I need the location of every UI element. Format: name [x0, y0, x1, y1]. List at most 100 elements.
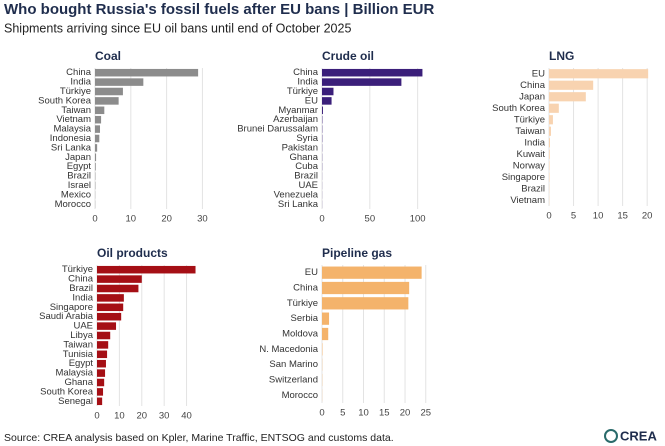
category-label: Ghana: [64, 377, 93, 388]
category-label: Serbia: [291, 313, 319, 324]
panel-title: Coal: [95, 49, 121, 63]
category-label: Brunei Darussalam: [237, 124, 318, 135]
bar: [95, 162, 96, 171]
bar: [549, 126, 551, 136]
bar: [97, 331, 111, 340]
bar: [97, 265, 196, 274]
category-label: Mexico: [61, 189, 91, 200]
category-label: Malaysia: [54, 124, 92, 135]
category-label: Taiwan: [61, 105, 91, 116]
bar: [322, 297, 409, 310]
panel-title: Oil products: [97, 246, 168, 260]
category-label: China: [293, 283, 319, 294]
category-label: Malaysia: [56, 368, 94, 379]
logo-text: CREA: [620, 428, 657, 443]
category-label: EU: [305, 95, 318, 106]
x-tick-label: 15: [379, 408, 390, 419]
category-label: Singapore: [502, 172, 545, 183]
category-label: China: [66, 67, 92, 78]
bar: [95, 144, 98, 152]
category-label: India: [524, 137, 545, 148]
x-tick-label: 10: [114, 411, 125, 422]
source-note: Source: CREA analysis based on Kpler, Ma…: [4, 432, 394, 444]
category-label: India: [72, 292, 93, 303]
category-label: Norway: [513, 160, 545, 171]
bar: [97, 369, 106, 377]
category-label: Pakistan: [282, 142, 318, 153]
bar: [97, 303, 124, 312]
category-label: Syria: [296, 133, 318, 144]
bar: [95, 106, 105, 115]
bar: [97, 294, 124, 302]
bar: [322, 266, 422, 279]
bar: [97, 378, 105, 387]
bar: [322, 97, 332, 105]
category-label: Taiwan: [515, 126, 545, 137]
logo-icon: [604, 429, 618, 443]
category-label: Switzerland: [269, 375, 318, 386]
category-label: N. Macedonia: [259, 344, 318, 355]
bar: [95, 115, 102, 124]
bar: [97, 397, 103, 406]
category-label: Taiwan: [63, 339, 93, 350]
bar: [95, 153, 97, 162]
bar: [549, 80, 594, 90]
x-tick-label: 20: [400, 408, 411, 419]
x-tick-label: 30: [159, 411, 170, 422]
category-label: Egypt: [67, 161, 92, 172]
category-label: Sri Lanka: [51, 142, 92, 153]
x-tick-label: 10: [593, 211, 604, 222]
bar: [322, 87, 334, 96]
category-label: EU: [305, 267, 318, 278]
bar: [322, 327, 329, 341]
category-label: Myanmar: [278, 105, 318, 116]
bar: [322, 68, 423, 77]
panel-title: Crude oil: [322, 49, 374, 63]
bar: [95, 97, 119, 105]
category-label: Tunisia: [63, 349, 94, 360]
category-label: Brazil: [294, 171, 318, 182]
panel-title: LNG: [549, 49, 574, 63]
x-tick-label: 5: [571, 211, 576, 222]
x-tick-label: 20: [136, 411, 147, 422]
bar: [95, 87, 123, 96]
x-tick-label: 50: [365, 214, 376, 225]
category-label: UAE: [298, 180, 318, 191]
category-label: South Korea: [492, 103, 546, 114]
bar: [97, 350, 108, 359]
category-label: India: [70, 77, 91, 88]
category-label: South Korea: [40, 386, 94, 397]
bar: [322, 106, 323, 115]
x-tick-label: 0: [92, 214, 97, 225]
bar: [549, 69, 649, 79]
x-tick-label: 5: [340, 408, 345, 419]
x-tick-label: 20: [161, 214, 172, 225]
category-label: Cuba: [295, 161, 318, 172]
x-tick-label: 100: [410, 214, 426, 225]
category-label: Brazil: [69, 283, 93, 294]
x-tick-label: 40: [181, 411, 192, 422]
category-label: Israel: [68, 180, 91, 191]
category-label: Saudi Arabia: [39, 311, 94, 322]
category-label: Libya: [70, 330, 93, 341]
panel-title: Pipeline gas: [322, 246, 392, 260]
category-label: Venezuela: [274, 189, 319, 200]
category-label: Indonesia: [50, 133, 92, 144]
category-label: China: [293, 67, 319, 78]
bar: [549, 103, 559, 113]
category-label: Japan: [519, 91, 545, 102]
category-label: Singapore: [50, 302, 93, 313]
category-label: Vietnam: [510, 195, 545, 206]
x-tick-label: 0: [546, 211, 551, 222]
x-tick-label: 10: [358, 408, 369, 419]
x-tick-label: 0: [94, 411, 99, 422]
bar: [95, 125, 101, 133]
bar: [322, 78, 402, 86]
bar: [97, 275, 142, 283]
bar: [97, 388, 104, 396]
category-label: EU: [532, 68, 545, 79]
bar: [97, 322, 117, 330]
category-label: Morocco: [282, 390, 318, 401]
x-tick-label: 0: [319, 214, 324, 225]
